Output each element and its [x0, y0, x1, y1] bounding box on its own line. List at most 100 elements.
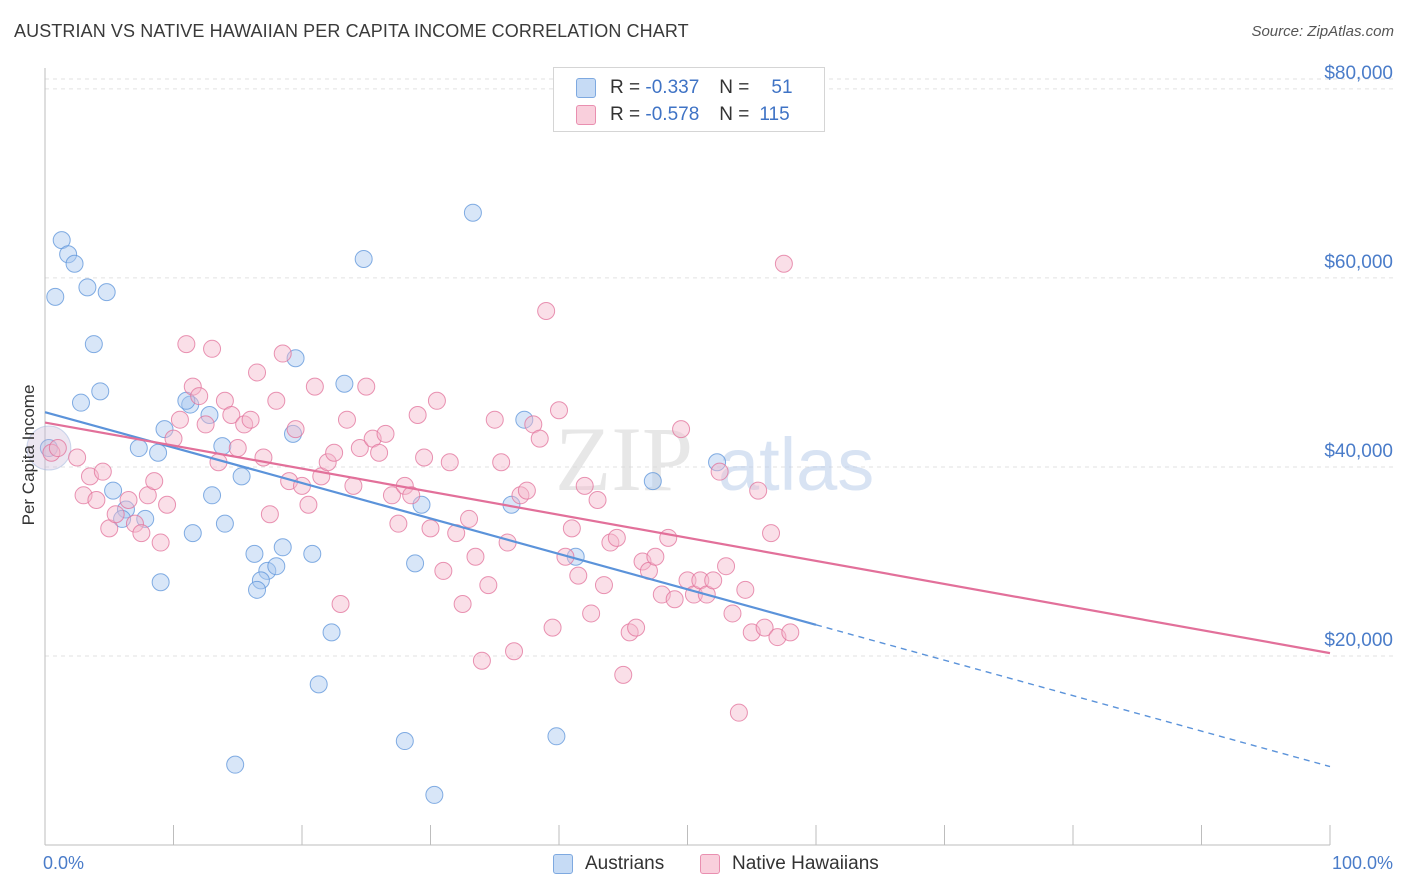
native-hawaiians-point [408, 405, 427, 424]
austrians-point [71, 393, 90, 412]
austrians-point [149, 443, 168, 462]
correlation-legend: R = -0.337 N = 51 R = -0.578 N = 115 [553, 67, 825, 132]
austrians-point [248, 580, 267, 599]
austrians-point [136, 509, 155, 528]
native-hawaiians-point [562, 519, 581, 538]
native-hawaiians-point [183, 377, 202, 396]
austrians-point [643, 472, 662, 491]
native-hawaiians-point [125, 514, 144, 533]
x-tick-label: 100.0% [1332, 853, 1393, 873]
austrians-point [303, 544, 322, 563]
native-hawaiians-point [421, 519, 440, 538]
austrians-point [78, 278, 97, 297]
tick-labels: $20,000 $40,000 $60,000 $80,000 0.0% 100.0% [43, 63, 1393, 873]
austrians-point [91, 382, 110, 401]
bottom-legend-native-hawaiians: Native Hawaiians [700, 851, 879, 877]
native-hawaiians-point [472, 651, 491, 670]
native-hawaiians-point [710, 462, 729, 481]
native-hawaiians-point [607, 528, 626, 547]
native-hawaiians-point [286, 420, 305, 439]
watermark-atlas: atlas [718, 423, 874, 506]
native-hawaiians-point [151, 533, 170, 552]
native-hawaiians-point [68, 448, 87, 467]
native-hawaiians-point [479, 576, 498, 595]
native-hawaiians-point [241, 410, 260, 429]
austrians-point [46, 287, 65, 306]
native-hawaiians-point [402, 486, 421, 505]
native-hawaiians-point [260, 505, 279, 524]
bottom-legend-label: Austrians [585, 853, 665, 874]
native-hawaiians-point [357, 377, 376, 396]
native-hawaiians-point [370, 443, 389, 462]
native-hawaiians-point [203, 339, 222, 358]
x-tick-label: 0.0% [43, 853, 84, 873]
native-hawaiians-point [170, 410, 189, 429]
native-hawaiians-point [196, 415, 215, 434]
austrians-point [97, 283, 116, 302]
native-hawaiians-point [87, 491, 106, 510]
native-hawaiians-point [325, 443, 344, 462]
austrians-point [65, 254, 84, 273]
native-hawaiians-point [575, 476, 594, 495]
native-hawaiians-point [659, 528, 678, 547]
native-hawaiians-point [350, 439, 369, 458]
native-hawaiians-point [93, 462, 112, 481]
native-hawaiians-point [293, 476, 311, 495]
austrians-point [232, 467, 251, 486]
legend-r-value: -0.578 [645, 104, 700, 125]
austrians-point [183, 524, 202, 543]
y-tick-label: $20,000 [1324, 630, 1393, 651]
source-label: Source: ZipAtlas.com [1251, 23, 1394, 40]
native-hawaiians-point [119, 491, 138, 510]
native-hawaiians-point [427, 391, 446, 410]
native-hawaiians-point [466, 547, 485, 566]
native-hawaiians-point [627, 618, 646, 637]
native-hawaiians-point [460, 509, 479, 528]
austrians-point [406, 554, 425, 573]
bottom-legend-austrians: Austrians [553, 851, 664, 877]
legend-n-value: 115 [759, 104, 790, 125]
native-hawaiians-point [704, 571, 723, 590]
native-hawaiians-point [530, 429, 549, 448]
native-hawaiians-point [376, 424, 395, 443]
native-hawaiians-point [228, 439, 247, 458]
trend-lines [44, 411, 1331, 768]
legend-n-label: N = [719, 77, 750, 98]
austrians-point [245, 544, 264, 563]
austrians-point [215, 514, 234, 533]
legend-swatch-austrians [576, 78, 596, 98]
austrians-point [155, 420, 174, 439]
austrians-point [284, 424, 303, 443]
native-hawaiians-point [569, 566, 588, 585]
austrians-point [335, 374, 354, 393]
legend-r-label: R = [610, 77, 641, 98]
y-tick-label: $80,000 [1324, 63, 1393, 84]
native-hawaiians-point [498, 533, 517, 552]
native-hawaiians-point [318, 453, 337, 472]
native-hawaiians-point [440, 453, 459, 472]
native-hawaiians-point [665, 590, 684, 609]
native-hawaiians-point [305, 377, 324, 396]
austrians-point [200, 405, 219, 424]
legend-n-label: N = [719, 104, 750, 125]
austrians-point [425, 785, 444, 804]
austrians-point [515, 410, 534, 429]
native-hawaiians-point [774, 254, 793, 273]
austrians-point [213, 437, 232, 456]
native-hawaiians-point [434, 561, 453, 580]
austrians-trend-line [44, 411, 817, 626]
native-hawaiians-point [492, 453, 511, 472]
native-hawaiians-point [337, 410, 356, 429]
austrians-point [258, 561, 277, 580]
watermark-zip: ZIP [555, 408, 693, 510]
y-axis-label: Per Capita Income [19, 385, 38, 526]
native-hawaiians-point [415, 448, 434, 467]
native-hawaiians-point [267, 391, 286, 410]
native-hawaiians-point [601, 533, 620, 552]
legend-swatch-native-hawaiians [576, 105, 596, 125]
native-hawaiians-point [672, 420, 691, 439]
native-hawaiians-point [145, 472, 164, 491]
native-hawaiians-point [331, 594, 350, 613]
native-hawaiians-point [537, 302, 556, 321]
